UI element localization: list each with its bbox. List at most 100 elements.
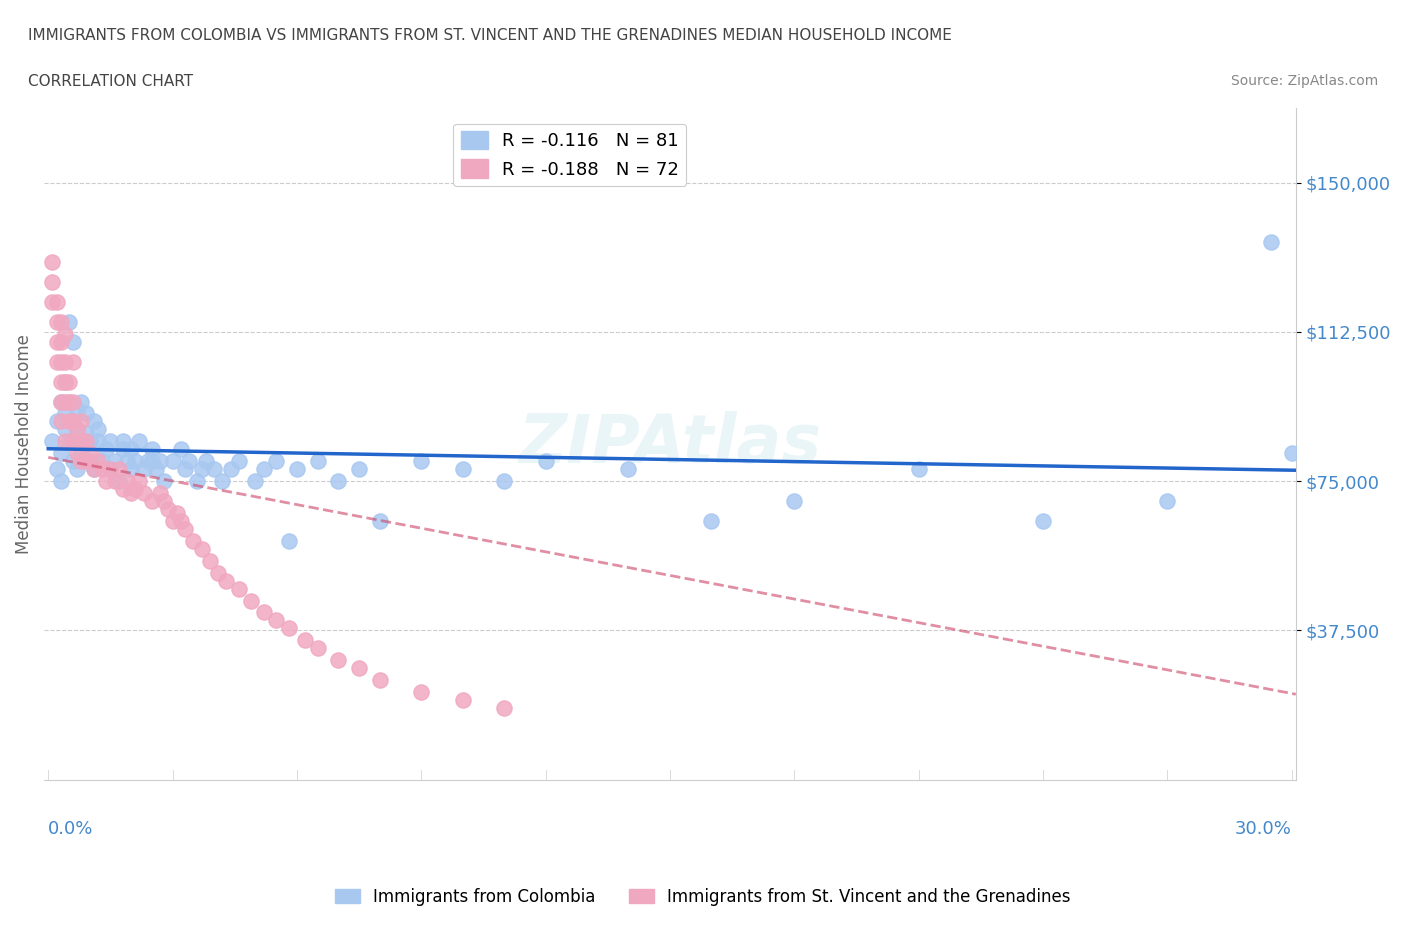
Point (277, 621, 299, 636)
Point (62, 394, 84, 409)
Point (58, 374, 80, 389)
Point (70, 414, 93, 429)
Point (202, 462, 225, 477)
Point (58, 394, 80, 409)
Point (1156, 494, 1178, 509)
Point (111, 434, 134, 449)
Point (53, 326, 76, 341)
Point (162, 454, 184, 469)
Point (100, 462, 122, 477)
Point (136, 454, 159, 469)
Point (62, 434, 84, 449)
Point (53, 422, 76, 437)
Point (186, 473, 208, 488)
Point (228, 454, 250, 469)
Point (45, 295, 67, 310)
Point (49, 335, 72, 350)
Point (79, 454, 101, 469)
Point (166, 506, 188, 521)
Text: IMMIGRANTS FROM COLOMBIA VS IMMIGRANTS FROM ST. VINCENT AND THE GRENADINES MEDIA: IMMIGRANTS FROM COLOMBIA VS IMMIGRANTS F… (28, 28, 952, 43)
Text: 0.0%: 0.0% (48, 820, 94, 838)
Point (411, 684, 433, 699)
Point (307, 454, 329, 469)
Point (253, 605, 276, 620)
Point (49, 473, 72, 488)
Point (62, 354, 84, 369)
Point (219, 462, 242, 477)
Point (120, 442, 142, 457)
Point (91, 462, 114, 477)
Point (103, 454, 125, 469)
Point (368, 513, 391, 528)
Point (128, 434, 150, 449)
Point (45, 314, 67, 329)
Point (41, 274, 63, 289)
Point (124, 454, 146, 469)
Point (181, 534, 204, 549)
Point (174, 462, 197, 477)
Point (194, 454, 217, 469)
Point (294, 633, 316, 648)
Point (153, 473, 176, 488)
Point (277, 534, 299, 549)
Point (264, 613, 287, 628)
Point (100, 462, 122, 477)
Point (253, 462, 276, 477)
Point (190, 462, 212, 477)
Point (111, 482, 134, 497)
Point (53, 374, 76, 389)
Point (328, 473, 350, 488)
Point (66, 422, 89, 437)
Point (107, 462, 129, 477)
Point (62, 454, 84, 469)
Point (49, 445, 72, 460)
Point (49, 394, 72, 409)
Point (347, 660, 370, 675)
Point (170, 513, 193, 528)
Point (368, 672, 391, 687)
Point (70, 442, 93, 457)
Text: CORRELATION CHART: CORRELATION CHART (28, 74, 193, 89)
Point (58, 394, 80, 409)
Point (494, 473, 516, 488)
Point (41, 434, 63, 449)
Point (115, 473, 138, 488)
Point (83, 414, 105, 429)
Point (62, 414, 84, 429)
Point (179, 454, 201, 469)
Point (70, 394, 93, 409)
Point (87, 434, 110, 449)
Point (103, 473, 125, 488)
Point (240, 593, 263, 608)
Point (58, 434, 80, 449)
Point (62, 434, 84, 449)
Point (49, 374, 72, 389)
Text: Source: ZipAtlas.com: Source: ZipAtlas.com (1230, 74, 1378, 88)
Point (49, 394, 72, 409)
Point (617, 462, 640, 477)
Point (411, 454, 433, 469)
Point (157, 501, 180, 516)
Point (70, 434, 93, 449)
Point (79, 434, 101, 449)
Point (141, 454, 163, 469)
Point (62, 335, 84, 350)
Point (53, 434, 76, 449)
Point (87, 422, 110, 437)
Point (534, 454, 557, 469)
Point (132, 485, 155, 500)
Point (96, 473, 118, 488)
Point (1032, 513, 1054, 528)
Point (41, 255, 63, 270)
Point (49, 414, 72, 429)
Point (87, 454, 110, 469)
Point (347, 462, 370, 477)
Point (58, 314, 80, 329)
Point (1281, 445, 1303, 460)
Point (451, 462, 474, 477)
Point (141, 442, 163, 457)
Y-axis label: Median Household Income: Median Household Income (15, 334, 32, 553)
Point (41, 295, 63, 310)
Point (66, 422, 89, 437)
Point (49, 354, 72, 369)
